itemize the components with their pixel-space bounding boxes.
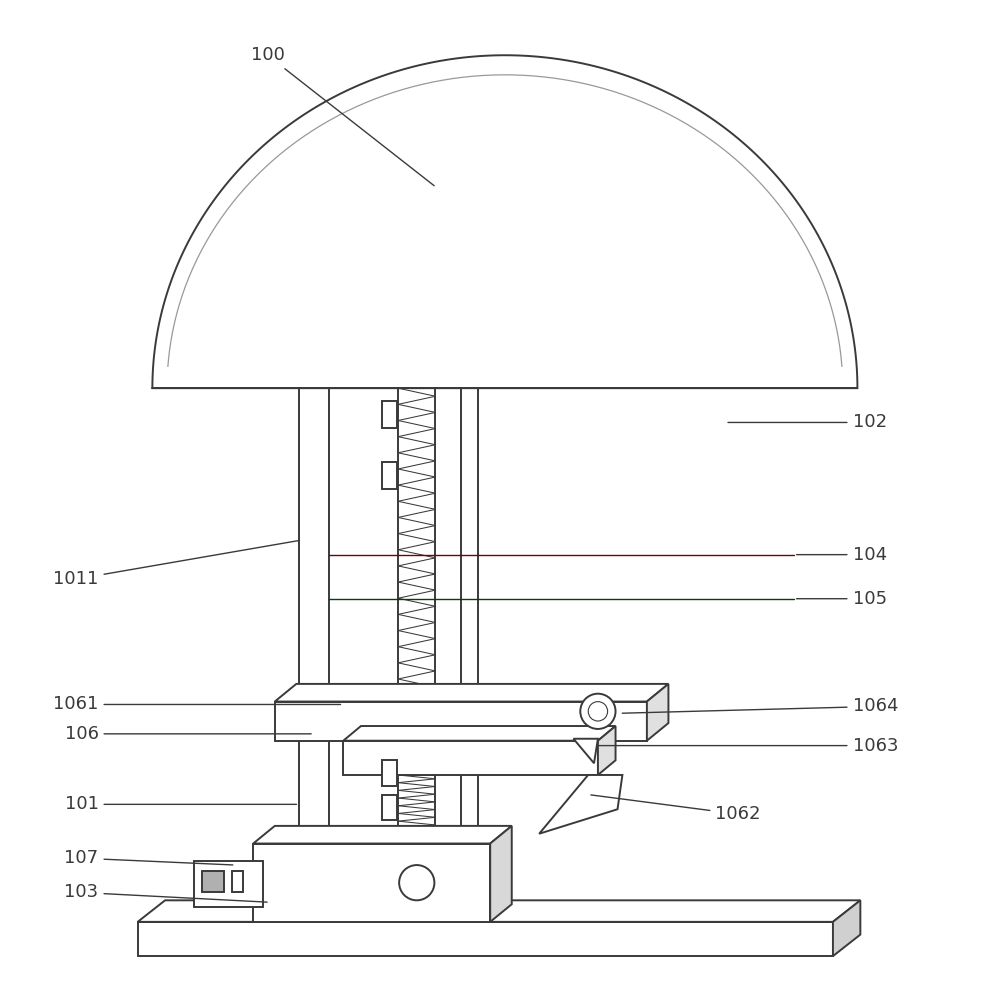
Bar — [398, 388, 435, 711]
Polygon shape — [490, 826, 512, 922]
Circle shape — [399, 865, 434, 900]
Text: 1011: 1011 — [53, 540, 299, 588]
Circle shape — [580, 693, 616, 729]
Polygon shape — [833, 900, 860, 956]
Text: 103: 103 — [64, 884, 267, 902]
Polygon shape — [253, 826, 512, 844]
Bar — [398, 775, 435, 883]
Bar — [382, 760, 397, 786]
Polygon shape — [343, 726, 616, 740]
Bar — [253, 844, 490, 922]
Text: 107: 107 — [64, 849, 233, 867]
Polygon shape — [152, 55, 857, 388]
Bar — [461, 388, 478, 853]
Text: 105: 105 — [797, 590, 887, 608]
Polygon shape — [539, 775, 622, 834]
Circle shape — [588, 701, 608, 721]
Polygon shape — [138, 900, 860, 922]
Bar — [232, 871, 243, 893]
Text: 100: 100 — [251, 46, 434, 186]
Polygon shape — [275, 683, 668, 701]
Bar — [382, 401, 397, 428]
Text: 101: 101 — [65, 795, 296, 813]
Bar — [382, 462, 397, 489]
Text: 1063: 1063 — [597, 736, 898, 754]
Text: 1062: 1062 — [591, 794, 761, 823]
Polygon shape — [647, 683, 668, 740]
Bar — [202, 871, 224, 893]
Bar — [194, 861, 263, 907]
Bar — [382, 794, 397, 820]
Text: 102: 102 — [728, 413, 887, 431]
Text: 104: 104 — [797, 546, 887, 564]
Text: 1064: 1064 — [622, 697, 898, 716]
Bar — [343, 740, 598, 775]
Polygon shape — [598, 726, 616, 775]
Bar — [138, 922, 833, 956]
Text: 1061: 1061 — [53, 695, 341, 714]
Bar — [275, 701, 647, 740]
Polygon shape — [573, 738, 598, 763]
Bar — [299, 388, 329, 937]
Text: 106: 106 — [65, 725, 311, 742]
